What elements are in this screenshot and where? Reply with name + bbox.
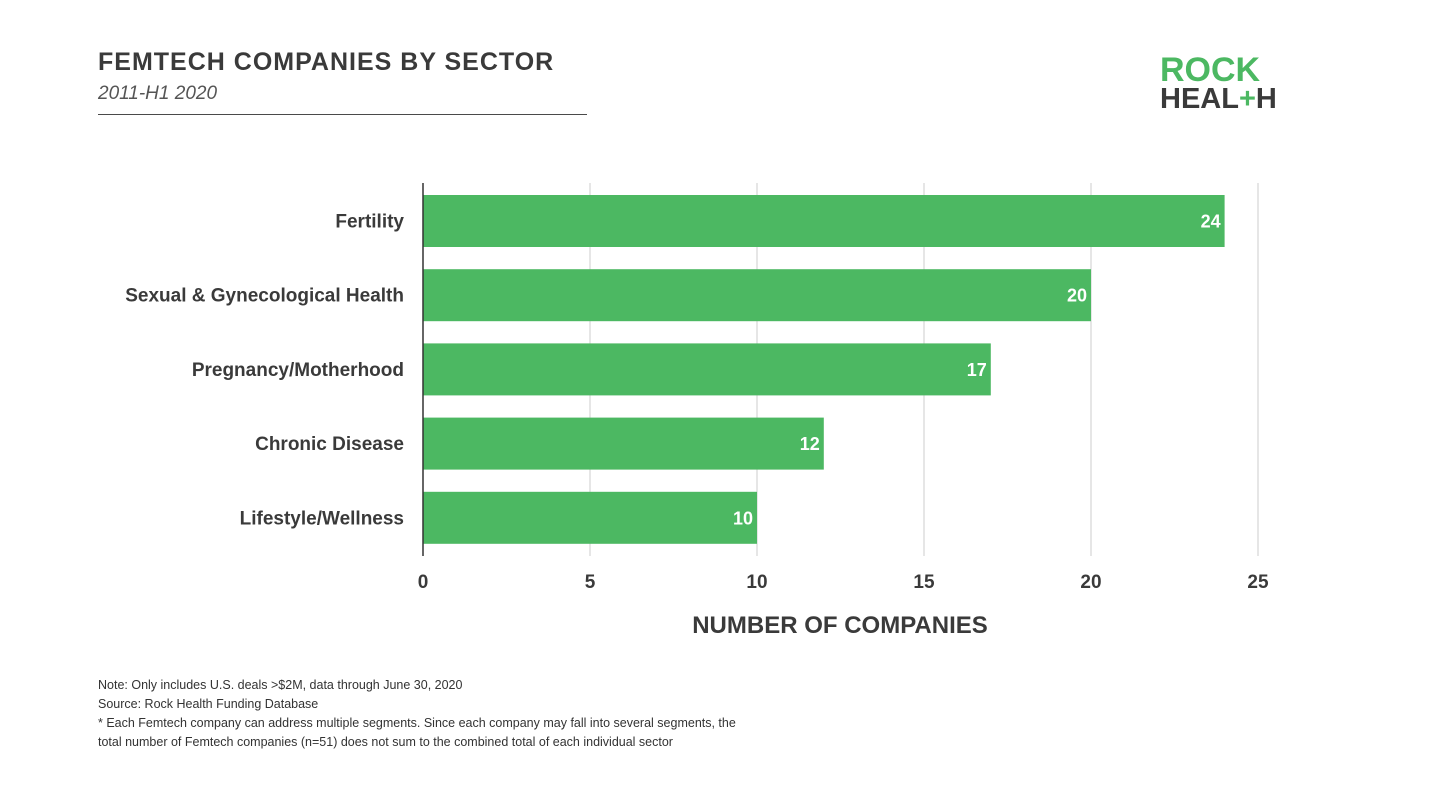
footnote-note: Note: Only includes U.S. deals >$2M, dat… (98, 678, 463, 692)
chart-subtitle: 2011-H1 2020 (98, 83, 218, 104)
x-tick-label-5: 5 (585, 572, 596, 593)
category-labels: Fertility Sexual & Gynecological Health Pr… (125, 212, 404, 530)
x-axis-title: NUMBER OF COMPANIES (692, 612, 988, 639)
x-tick-label-0: 0 (418, 572, 429, 593)
footnote-asterisk-line1: * Each Femtech company can address multi… (98, 716, 736, 730)
x-tick-label-15: 15 (913, 572, 935, 593)
x-tick-labels: 0 5 10 15 20 25 (418, 572, 1269, 593)
bars (423, 195, 1225, 544)
data-labels: 24 20 17 12 10 (733, 212, 1221, 529)
title-divider (98, 114, 587, 115)
category-label-0: Fertility (335, 212, 404, 233)
bar-0 (423, 195, 1225, 247)
x-tick-label-25: 25 (1247, 572, 1269, 593)
chart-title: FEMTECH COMPANIES BY SECTOR (98, 48, 555, 76)
data-label-4: 10 (733, 508, 753, 528)
data-label-1: 20 (1067, 286, 1087, 306)
footnotes: Note: Only includes U.S. deals >$2M, dat… (98, 676, 736, 752)
logo-health-part-b: H (1255, 83, 1277, 115)
logo-line-rock: ROCK (1160, 51, 1261, 89)
bar-3 (423, 417, 824, 470)
data-label-3: 12 (800, 434, 820, 454)
x-tick-label-20: 20 (1080, 572, 1101, 593)
bar-1 (423, 269, 1091, 322)
rock-health-logo: ROCK HEAL+H (1160, 53, 1280, 114)
bar-2 (423, 343, 991, 396)
category-label-1: Sexual & Gynecological Health (125, 286, 404, 307)
category-label-3: Chronic Disease (255, 434, 404, 455)
logo-plus-icon: + (1238, 83, 1256, 115)
logo-line-health: HEAL+H (1160, 85, 1280, 114)
bar-4 (423, 491, 757, 544)
footnote-source: Source: Rock Health Funding Database (98, 697, 319, 711)
bar-chart: 24 20 17 12 10 Fertility Sexual & Gynecologic… (125, 183, 1269, 639)
footnote-asterisk-line2: total number of Femtech companies (n=51)… (98, 735, 673, 749)
category-label-4: Lifestyle/Wellness (240, 508, 404, 529)
category-label-2: Pregnancy/Motherhood (192, 360, 404, 381)
data-label-0: 24 (1201, 212, 1221, 232)
logo-health-part-a: HEAL (1160, 83, 1239, 115)
x-tick-label-10: 10 (746, 572, 767, 593)
data-label-2: 17 (967, 360, 987, 380)
